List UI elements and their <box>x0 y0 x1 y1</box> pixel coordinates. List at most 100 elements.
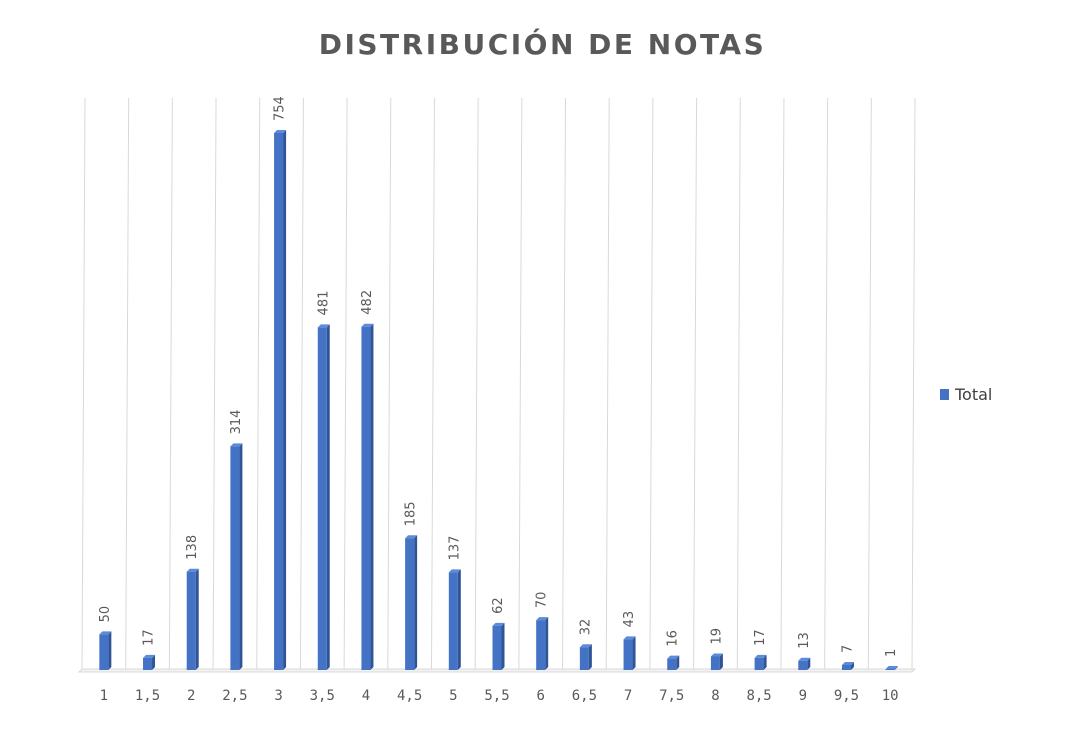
data-label: 17 <box>753 629 768 646</box>
bar-side <box>676 655 680 670</box>
bar-top <box>798 657 811 661</box>
bar-top <box>230 443 243 447</box>
bar-side <box>326 324 330 670</box>
bar-side <box>719 653 723 670</box>
x-tick-label: 8 <box>711 688 719 704</box>
bar-side <box>545 617 549 670</box>
bar-side <box>283 130 287 670</box>
bar-side <box>588 644 592 670</box>
x-tick-label: 6,5 <box>572 688 597 704</box>
bar-top <box>361 323 374 327</box>
gridline <box>81 97 86 673</box>
chart-floor <box>77 668 917 673</box>
legend: Total <box>940 385 992 404</box>
data-label: 70 <box>535 592 550 609</box>
x-tick-label: 10 <box>882 688 899 704</box>
bar-top <box>492 622 505 626</box>
gridline <box>168 97 173 673</box>
gridlines <box>77 97 917 673</box>
bar <box>754 657 764 670</box>
gridline <box>343 97 348 673</box>
bar-side <box>108 631 112 670</box>
bar <box>274 133 284 670</box>
bar <box>448 572 458 670</box>
bar-top <box>667 655 680 659</box>
data-label: 62 <box>491 597 506 614</box>
x-tick-label: 4 <box>362 688 370 704</box>
bar-top <box>885 666 898 669</box>
data-label: 19 <box>709 628 724 645</box>
bar <box>798 660 808 670</box>
data-label: 13 <box>797 632 812 649</box>
gridline <box>256 97 261 673</box>
x-tick-label: 5 <box>449 688 457 704</box>
data-label: 314 <box>229 410 244 435</box>
x-tick-label: 4,5 <box>397 688 422 704</box>
data-label: 32 <box>578 619 593 636</box>
gridline <box>387 97 392 673</box>
bar <box>623 639 633 670</box>
bar <box>361 326 371 670</box>
data-label: 43 <box>622 611 637 628</box>
gridline <box>212 97 217 673</box>
bar-top <box>274 130 287 133</box>
x-tick-label: 7 <box>624 688 632 704</box>
bar-top <box>754 654 767 658</box>
data-label: 482 <box>360 290 375 315</box>
bar-top <box>448 569 461 573</box>
bar-side <box>414 535 418 670</box>
bar-side <box>152 654 156 670</box>
gridline <box>736 97 741 673</box>
x-tick-label: 9,5 <box>834 688 859 704</box>
bar-side <box>239 443 243 670</box>
bar-top <box>317 324 330 328</box>
bar <box>841 665 851 670</box>
gridline <box>518 97 523 673</box>
x-tick-label: 2 <box>187 688 195 704</box>
bar-side <box>457 569 461 670</box>
bar-top <box>99 631 112 635</box>
bar <box>230 446 240 670</box>
gridline <box>911 97 916 673</box>
x-tick-label: 3 <box>274 688 282 704</box>
bar-top <box>579 644 592 648</box>
bar-top <box>405 535 418 539</box>
bar-top <box>186 568 199 572</box>
bar-top <box>841 662 854 666</box>
gridline <box>867 97 872 673</box>
bar <box>317 327 327 670</box>
data-label: 16 <box>666 630 681 647</box>
data-label: 138 <box>185 535 200 560</box>
bars <box>99 130 898 670</box>
bar <box>885 669 895 670</box>
bar-side <box>501 622 505 670</box>
bar-side <box>894 666 898 670</box>
x-tick-label: 3,5 <box>310 688 335 704</box>
bar <box>186 571 196 670</box>
data-label: 7 <box>840 645 855 653</box>
bar <box>143 657 153 670</box>
gridline <box>824 97 829 673</box>
bar-side <box>850 662 854 670</box>
gridline <box>649 97 654 673</box>
bar <box>579 647 589 670</box>
gridline <box>474 97 479 673</box>
gridline <box>430 97 435 673</box>
data-label: 754 <box>273 96 288 121</box>
x-tick-label: 8,5 <box>746 688 771 704</box>
legend-swatch <box>940 389 949 400</box>
data-label: 481 <box>316 291 331 316</box>
x-tick-label: 9 <box>799 688 807 704</box>
bar <box>667 658 677 670</box>
bar <box>99 634 109 670</box>
chart-title: DISTRIBUCIÓN DE NOTAS <box>318 28 767 61</box>
x-tick-label: 1 <box>100 688 108 704</box>
legend-label: Total <box>955 385 993 404</box>
x-tick-label: 2,5 <box>222 688 247 704</box>
x-tick-label: 7,5 <box>659 688 684 704</box>
gridline <box>125 97 130 673</box>
bar <box>405 538 415 670</box>
bar <box>536 620 546 670</box>
